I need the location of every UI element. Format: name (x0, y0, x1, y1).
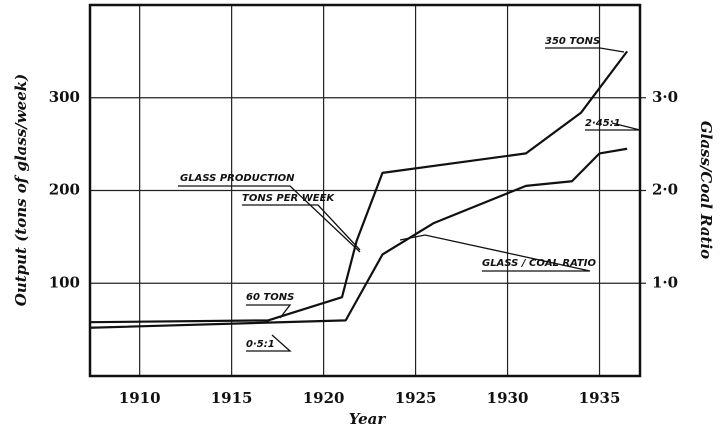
plot-frame (88, 3, 642, 378)
x-tick-label: 1935 (579, 389, 621, 407)
leader-line (585, 122, 641, 131)
x-tick-label: 1915 (211, 389, 253, 407)
leader-line (545, 47, 625, 53)
annotation: 2·45:1 (585, 118, 621, 129)
y2-axis-label: Glass/Coal Ratio (697, 121, 715, 259)
x-tick-label: 1920 (303, 389, 345, 407)
leader-line (246, 304, 292, 319)
leader-line (399, 234, 591, 272)
y2-tick-label: 1·0 (652, 273, 678, 291)
x-tick-label: 1925 (395, 389, 437, 407)
data-line (89, 147, 628, 329)
leader-line (246, 334, 292, 352)
series-label: GLASS PRODUCTION (180, 173, 295, 184)
series-label: GLASS / COAL RATIO (482, 258, 596, 269)
x-axis-label: Year (349, 410, 387, 428)
y-tick-label: 200 (49, 181, 80, 199)
leader-line (178, 185, 361, 253)
y-axis-label: Output (tons of glass/week) (12, 74, 30, 307)
x-tick-label: 1930 (487, 389, 529, 407)
y-tick-label: 300 (49, 88, 80, 106)
y2-tick-label: 2·0 (652, 181, 678, 199)
annotation: 350 TONS (545, 36, 600, 47)
y2-tick-label: 3·0 (652, 88, 678, 106)
leader-line (242, 204, 361, 251)
x-tick-label: 1910 (119, 389, 161, 407)
annotation: TONS PER WEEK (242, 193, 335, 204)
annotation: 0·5:1 (246, 339, 275, 350)
y-tick-label: 100 (49, 273, 80, 291)
data-line (89, 50, 629, 324)
annotation: 60 TONS (246, 292, 294, 303)
